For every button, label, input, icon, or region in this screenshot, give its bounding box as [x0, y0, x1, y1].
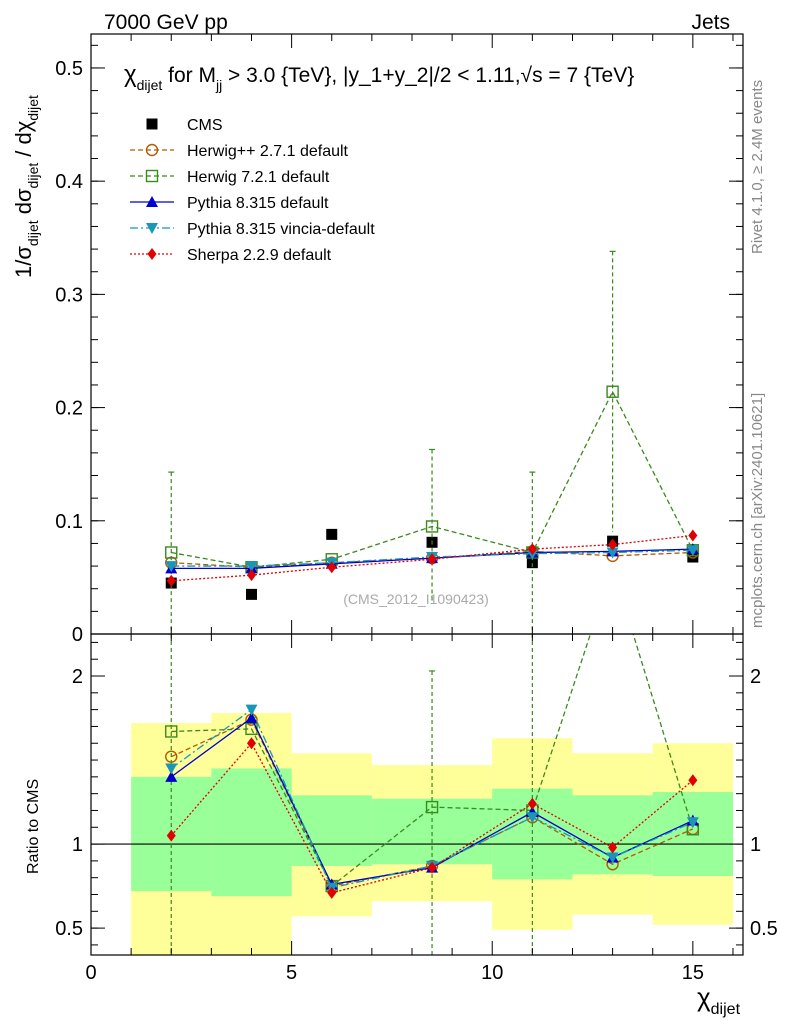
main-point: [527, 543, 537, 556]
legend-label: Pythia 8.315 vincia-default: [187, 221, 375, 238]
legend-label: CMS: [187, 117, 223, 134]
ratio-point: [165, 763, 178, 775]
legend-marker: [145, 143, 159, 157]
main-point: [165, 561, 178, 573]
legend-marker: [146, 223, 158, 234]
main-point: [606, 547, 619, 559]
ratio-point: [425, 800, 439, 814]
header-right: Jets: [691, 11, 730, 34]
main-y-tick-label: 0.2: [55, 398, 83, 420]
main-y-axis-label: 1/σdijet dσdijet/ dχdijet: [11, 95, 41, 278]
main-series-2: [165, 250, 700, 633]
ratio-point: [327, 886, 337, 899]
ratio-frame: [90, 633, 744, 956]
ratio-point: [688, 774, 698, 787]
x-tick-label: 10: [481, 962, 503, 984]
ratio-band-inner: [211, 768, 292, 897]
legend-entry: Herwig 7.2.1 default: [130, 169, 330, 186]
main-point: [427, 553, 437, 566]
main-y-tick-label: 0.5: [55, 58, 83, 80]
main-y-tick-label: 0.4: [55, 171, 83, 193]
main-point: [166, 574, 176, 587]
x-axis-label: χdijet: [697, 982, 741, 1018]
main-point: [165, 546, 178, 559]
legend-entry: Pythia 8.315 default: [130, 195, 329, 212]
x-tick-label: 15: [682, 962, 704, 984]
legend-label: Pythia 8.315 default: [187, 195, 329, 212]
legend-marker: [145, 169, 159, 183]
legend-marker: [147, 248, 157, 260]
main-plot: 0 0.1 0.2 0.3 0.4 0.5: [55, 33, 744, 646]
ratio-series-4: [166, 737, 698, 899]
main-point: [606, 385, 619, 398]
main-point: [687, 551, 699, 563]
ratio-y-tick-label-left: 1: [72, 834, 83, 856]
main-point: [245, 561, 258, 573]
ratio-series-line: [171, 634, 694, 888]
ratio-point: [608, 841, 618, 854]
main-point: [245, 588, 257, 600]
legend-entry: Pythia 8.315 vincia-default: [130, 221, 375, 238]
header-left: 7000 GeV pp: [104, 11, 228, 34]
main-point: [425, 520, 439, 533]
legend-label: Sherpa 2.2.9 default: [187, 247, 332, 264]
ratio-y-tick-label-right: 1: [750, 834, 761, 856]
main-point: [686, 545, 699, 557]
main-series-5: [166, 529, 698, 587]
x-tick-label: 0: [85, 962, 96, 984]
ratio-y-tick-label-left: 2: [72, 666, 83, 688]
main-y-tick-label: 0: [72, 624, 83, 646]
main-point: [526, 557, 538, 569]
ratio-point: [606, 852, 619, 864]
plot-title: χdijet for Mjj > 3.0 {TeV}, |y_1+y_2|/2 …: [124, 61, 634, 93]
main-point: [608, 538, 618, 551]
ratio-point: [527, 797, 537, 810]
legend-marker: [146, 196, 158, 207]
main-point: [327, 561, 337, 574]
ratio-y-axis-label: Ratio to CMS: [25, 779, 42, 874]
ratio-point: [245, 704, 258, 716]
x-tick-label: 5: [286, 962, 297, 984]
ratio-y-tick-label-right: 2: [750, 666, 761, 688]
ratio-point: [246, 737, 256, 750]
ratio-point: [166, 829, 176, 842]
main-y-tick-label: 0.3: [55, 284, 83, 306]
main-point: [246, 569, 256, 582]
main-point: [326, 528, 338, 540]
ratio-point: [245, 712, 258, 724]
legend-entry: CMS: [146, 117, 223, 134]
ratio-point: [686, 817, 699, 829]
legend-label: Herwig 7.2.1 default: [187, 169, 330, 186]
ratio-y-tick-label-right: 0.5: [750, 918, 778, 940]
ratio-point: [165, 725, 178, 738]
ratio-plot: 0 5 10 15 0.5 0.5 1 1 2 2: [55, 561, 778, 984]
legend-marker: [146, 118, 158, 130]
legend-entry: Sherpa 2.2.9 default: [130, 247, 332, 264]
ratio-point: [165, 770, 178, 782]
ratio-point: [526, 812, 539, 824]
rivet-label: Rivet 4.1.0, ≥ 2.4M events: [749, 80, 766, 254]
ratio-y-tick-label-left: 0.5: [55, 918, 83, 940]
legend: CMS Herwig++ 2.7.1 default Herwig 7.2.1 de…: [130, 117, 375, 264]
legend-entry: Herwig++ 2.7.1 default: [130, 143, 349, 160]
mcplots-label: mcplots.cern.ch [arXiv:2401.10621]: [749, 393, 766, 628]
main-point: [688, 529, 698, 542]
analysis-watermark: (CMS_2012_I1090423): [343, 591, 489, 607]
ratio-point: [427, 861, 437, 874]
main-y-tick-label: 0.1: [55, 511, 83, 533]
ratio-point: [607, 561, 618, 572]
legend-label: Herwig++ 2.7.1 default: [187, 143, 349, 160]
